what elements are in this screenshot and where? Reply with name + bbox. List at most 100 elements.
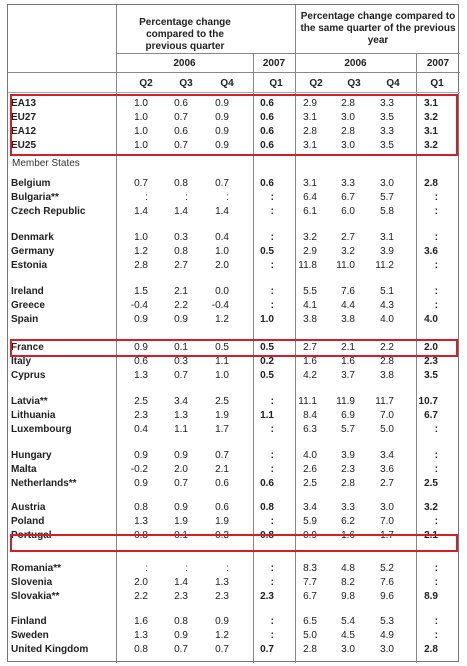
cell-value: : [270,232,274,243]
row-label: Poland [11,516,45,527]
cell-value: 2.5 [215,396,229,407]
cell-value: 2.0 [134,577,148,588]
cell-value: 7.0 [380,516,394,527]
cell-value: : [270,260,274,271]
table-row: Luxembourg 0.4 1.1 1.7: 6.3 5.7 5.0: [8,423,460,437]
row-label: Slovenia [11,577,53,588]
cell-value: 11.1 [298,396,317,407]
col-header-q2-left: Q2 [139,78,153,89]
cell-value: 9.8 [341,591,355,602]
table-row: EU27 1.0 0.7 0.9 0.6 3.1 3.0 3.5 3.2 [8,111,460,125]
cell-value: 6.7 [341,192,355,203]
cell-value: 4.5 [341,630,355,641]
table-row: Lithuania 2.3 1.3 1.9 1.1 8.4 6.9 7.0 6.7 [8,409,460,423]
cell-value: 2.0 [424,342,438,353]
cell-value: 3.1 [303,112,317,123]
cell-value: 3.1 [424,98,438,109]
cell-value: 0.5 [215,342,229,353]
cell-value: 7.0 [380,410,394,421]
cell-value: 3.0 [380,178,394,189]
row-label: Bulgaria** [11,192,59,203]
row-label: Lithuania [11,410,56,421]
cell-value: : [434,232,438,243]
cell-value: 11.9 [336,396,355,407]
cell-value: 5.9 [303,516,317,527]
cell-value: 7.6 [341,286,355,297]
cell-value: 1.2 [134,246,148,257]
cell-value: : [270,464,274,475]
cell-value: 2.9 [303,98,317,109]
cell-value: 0.7 [174,112,188,123]
group1-title: Percentage change compared to the previo… [139,17,231,52]
table-row: Poland 1.3 1.9 1.9: 5.9 6.2 7.0: [8,515,460,529]
group2-title: Percentage change compared to the same q… [300,11,456,46]
cell-value: : [226,563,229,574]
cell-value: 2.8 [341,126,355,137]
cell-value: 0.7 [174,478,188,489]
cell-value: 0.7 [215,644,229,655]
cell-value: 7.6 [380,577,394,588]
cell-value: 2.3 [341,464,355,475]
cell-value: -0.2 [130,464,148,475]
cell-value: 3.8 [341,314,355,325]
table-row: United Kingdom 0.8 0.7 0.7 0.7 2.8 3.0 3.0 2.8 [8,643,460,657]
cell-value: 11.7 [375,396,394,407]
cell-value: 3.1 [303,140,317,151]
cell-value: 1.6 [303,356,317,367]
cell-value: 1.6 [134,616,148,627]
aggregates-highlight [10,94,458,156]
table-row: Estonia 2.8 2.7 2.0: 11.8 11.0 11.2: [8,259,460,273]
row-label: Ireland [11,286,44,297]
cell-value: 3.2 [424,502,438,513]
cell-value: 1.0 [134,126,148,137]
cell-value: 1.1 [215,356,229,367]
cell-value: 0.5 [260,246,274,257]
row-label: Estonia [11,260,48,271]
cell-value: 2.3 [215,591,229,602]
cell-value: -0.4 [130,300,148,311]
cell-value: : [270,450,274,461]
cell-value: 0.0 [215,286,229,297]
cell-value: 1.4 [215,206,229,217]
col-header-q1-left: Q1 [269,78,283,89]
cell-value: 1.0 [215,246,229,257]
cell-value: 5.2 [380,563,394,574]
year-2007-right: 2007 [426,58,450,69]
row-label: Finland [11,616,47,627]
cell-value: 7.7 [303,577,317,588]
cell-value: 3.1 [380,232,394,243]
cell-value: 8.3 [303,563,317,574]
table-row: Italy 0.6 0.3 1.1 0.2 1.6 1.6 2.8 2.3 [8,355,460,369]
cell-value: : [434,616,438,627]
col-header-q3-right: Q3 [347,78,361,89]
cell-value: : [270,286,274,297]
cell-value: 3.0 [380,644,394,655]
cell-value: 0.9 [174,314,188,325]
cell-value: : [270,300,274,311]
table-row: Austria 0.8 0.9 0.6 0.8 3.4 3.3 3.0 3.2 [8,501,460,515]
cell-value: 0.6 [215,502,229,513]
row-label: Hungary [11,450,52,461]
table-row: Cyprus 1.3 0.7 1.0 0.5 4.2 3.7 3.8 3.5 [8,369,460,383]
cell-value: 0.9 [174,502,188,513]
table-row: Spain 0.9 0.9 1.2 1.0 3.8 3.8 4.0 4.0 [8,313,460,327]
row-label: Sweden [11,630,49,641]
table-row: Malta -0.2 2.0 2.1: 2.6 2.3 3.6: [8,463,460,477]
row-label: Slovakia** [11,591,60,602]
cell-value: 0.6 [174,126,188,137]
france-highlight [10,339,458,357]
cell-value: 1.0 [215,370,229,381]
cell-value: 2.8 [341,478,355,489]
col-header-q3-left: Q3 [179,78,193,89]
cell-value: 5.7 [341,424,355,435]
cell-value: 2.8 [134,260,148,271]
cell-value: 4.1 [303,300,317,311]
table-row: Greece -0.4 2.2 -0.4: 4.1 4.4 4.3: [8,299,460,313]
cell-value: : [270,630,274,641]
member-states-label: Member States [12,158,80,169]
cell-value: 2.8 [424,178,438,189]
cell-value: : [434,206,438,217]
cell-value: 0.9 [215,140,229,151]
table-row: Sweden 1.3 0.9 1.2: 5.0 4.5 4.9: [8,629,460,643]
row-label: Latvia** [11,396,48,407]
